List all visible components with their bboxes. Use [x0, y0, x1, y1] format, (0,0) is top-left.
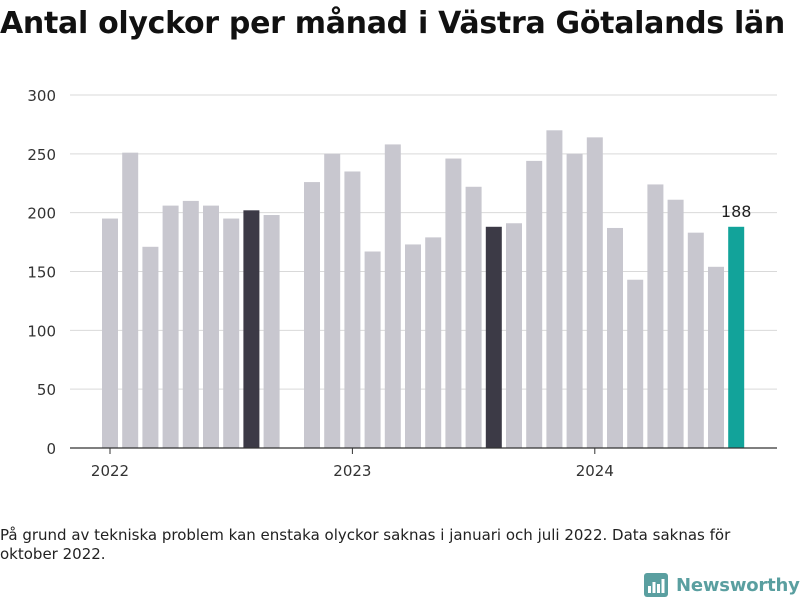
bar — [203, 205, 219, 448]
bar — [324, 153, 341, 449]
newsworthy-chart-icon — [644, 573, 668, 597]
y-tick-label: 300 — [27, 87, 56, 105]
bar — [122, 152, 139, 448]
bar — [364, 251, 381, 448]
bar — [627, 279, 644, 448]
y-tick-label: 0 — [46, 440, 56, 458]
newsworthy-logo: Newsworthy — [644, 570, 800, 600]
bar — [142, 246, 159, 448]
bar — [162, 205, 179, 448]
bar — [546, 130, 563, 449]
bar — [263, 215, 280, 448]
bar — [728, 226, 745, 448]
bar — [506, 223, 522, 448]
bar — [445, 158, 462, 449]
y-tick-label: 100 — [27, 322, 56, 340]
bar — [344, 171, 361, 448]
y-tick-label: 250 — [27, 146, 56, 164]
bar — [243, 210, 260, 448]
footnote: På grund av tekniska problem kan enstaka… — [0, 526, 731, 563]
bar — [425, 237, 442, 448]
latest-value-label: 188 — [721, 202, 752, 221]
bar — [607, 227, 623, 448]
y-tick-label: 200 — [27, 205, 56, 223]
bar — [667, 199, 684, 448]
bar — [687, 232, 704, 448]
bar — [708, 266, 724, 448]
brand-name: Newsworthy — [676, 574, 800, 596]
bar — [566, 153, 583, 449]
bar — [384, 144, 401, 449]
bar — [223, 218, 240, 448]
bar — [465, 186, 482, 448]
bar — [182, 200, 199, 448]
x-tick-label: 2024 — [576, 462, 614, 480]
x-tick-label: 2022 — [91, 462, 129, 480]
x-tick-label: 2023 — [333, 462, 371, 480]
chart-title: Antal olyckor per månad i Västra Götalan… — [0, 6, 785, 41]
bar-chart: 0 50 100 150 200 250 300 2022 2023 2024 188 — [27, 87, 777, 480]
bar — [526, 160, 543, 449]
y-tick-label: 50 — [37, 381, 56, 399]
bar — [647, 184, 664, 448]
bar — [304, 182, 320, 448]
bar — [586, 137, 603, 449]
bar — [485, 226, 502, 448]
bar — [102, 218, 118, 448]
y-tick-label: 150 — [27, 264, 56, 282]
bar — [405, 244, 421, 448]
